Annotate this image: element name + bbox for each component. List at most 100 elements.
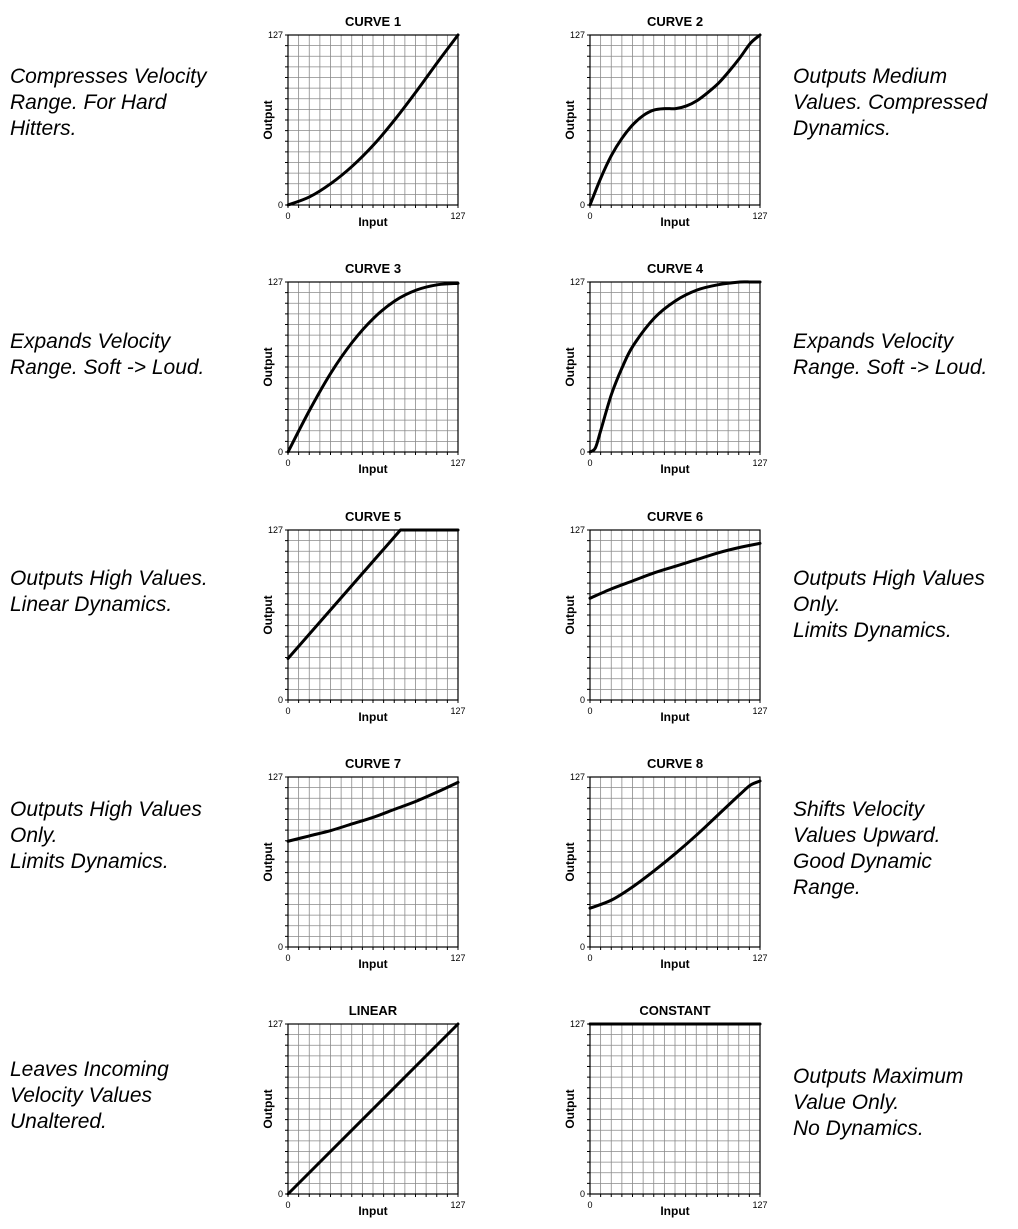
y-axis-label: Output — [261, 842, 275, 881]
chart-title: LINEAR — [349, 1003, 398, 1018]
description-line: Limits Dynamics. — [793, 619, 952, 642]
axis-ticks — [285, 776, 459, 950]
x-tick-label-max: 127 — [752, 706, 767, 716]
y-tick-label-max: 127 — [268, 525, 283, 535]
curve-description-2: Outputs Medium Values. Compressed Dynamics… — [793, 64, 1018, 142]
chart-1: CURVE 1 Input Output 127 00 127 — [261, 14, 466, 229]
chart-6: CURVE 6 Input Output 127 00 127 — [563, 509, 768, 724]
description-line: Velocity Values — [10, 1084, 153, 1107]
description-line: Range. Soft -> Loud. — [10, 356, 205, 379]
y-tick-label-max: 127 — [268, 772, 283, 782]
x-tick-label-max: 127 — [752, 211, 767, 221]
description-line: Good Dynamic — [793, 850, 932, 873]
y-axis-label: Output — [261, 595, 275, 634]
description-line: Only. — [10, 824, 58, 847]
y-tick-label-min: 0 — [580, 447, 585, 457]
velocity-curve-line — [588, 779, 762, 910]
description-line: Range. — [793, 876, 861, 899]
x-axis-label: Input — [358, 710, 387, 724]
curve-description-6: Outputs High Values Only. Limits Dynamics. — [793, 566, 1018, 644]
chart-title: CURVE 2 — [647, 14, 703, 29]
axis-ticks — [587, 776, 761, 950]
x-axis-label: Input — [660, 462, 689, 476]
gridlines — [590, 1024, 760, 1194]
x-tick-label-min: 0 — [285, 1200, 290, 1210]
chart-title: CURVE 5 — [345, 509, 401, 524]
curve-description-4: Expands Velocity Range. Soft -> Loud. — [793, 329, 1018, 381]
chart-7: CURVE 7 Input Output 127 00 127 — [261, 756, 466, 971]
y-tick-label-max: 127 — [268, 1019, 283, 1029]
description-line: Dynamics. — [793, 117, 892, 140]
y-tick-label-min: 0 — [580, 200, 585, 210]
y-axis-label: Output — [261, 347, 275, 386]
curve-description-8: Shifts Velocity Values Upward. Good Dynami… — [793, 797, 1018, 901]
x-tick-label-min: 0 — [285, 953, 290, 963]
velocity-curve-line — [588, 541, 762, 600]
chart-title: CURVE 4 — [647, 261, 704, 276]
description-line: Outputs High Values — [793, 567, 985, 590]
y-tick-label-max: 127 — [570, 772, 585, 782]
x-tick-label-min: 0 — [587, 211, 592, 221]
y-tick-label-min: 0 — [278, 447, 283, 457]
curve-description-10: Outputs Maximum Value Only. No Dynamics. — [793, 1064, 1018, 1142]
description-line: Expands Velocity — [793, 330, 954, 353]
y-tick-label-min: 0 — [580, 695, 585, 705]
y-tick-label-min: 0 — [278, 1189, 283, 1199]
x-axis-label: Input — [358, 957, 387, 971]
description-line: Leaves Incoming — [10, 1058, 169, 1081]
curve-description-9: Leaves Incoming Velocity Values Unaltered. — [10, 1057, 245, 1135]
y-tick-label-min: 0 — [580, 1189, 585, 1199]
x-tick-label-max: 127 — [450, 953, 465, 963]
axis-ticks — [587, 34, 761, 208]
gridlines — [590, 530, 760, 700]
description-line: Hitters. — [10, 117, 77, 140]
chart-5: CURVE 5 Input Output 127 00 127 — [261, 509, 466, 724]
chart-title: CURVE 6 — [647, 509, 703, 524]
y-tick-label-min: 0 — [580, 942, 585, 952]
description-line: Range. For Hard — [10, 91, 167, 114]
x-tick-label-min: 0 — [587, 1200, 592, 1210]
gridlines — [590, 35, 760, 205]
y-tick-label-min: 0 — [278, 695, 283, 705]
velocity-curve-line — [588, 280, 762, 454]
x-tick-label-max: 127 — [450, 458, 465, 468]
chart-title: CONSTANT — [639, 1003, 710, 1018]
curve-description-1: Compresses Velocity Range. For Hard Hitter… — [10, 64, 245, 142]
axis-ticks — [285, 281, 459, 455]
description-line: Value Only. — [793, 1091, 900, 1114]
description-line: Expands Velocity — [10, 330, 171, 353]
chart-title: CURVE 1 — [345, 14, 401, 29]
x-tick-label-max: 127 — [752, 953, 767, 963]
x-tick-label-min: 0 — [587, 953, 592, 963]
gridlines — [288, 282, 458, 452]
gridlines — [590, 282, 760, 452]
description-line: Only. — [793, 593, 841, 616]
x-axis-label: Input — [358, 215, 387, 229]
description-line: Outputs High Values. — [10, 567, 208, 590]
axis-ticks — [587, 1023, 761, 1197]
description-line: Outputs High Values — [10, 798, 202, 821]
curve-description-3: Expands Velocity Range. Soft -> Loud. — [10, 329, 245, 381]
y-axis-label: Output — [563, 1089, 577, 1128]
gridlines — [590, 777, 760, 947]
chart-4: CURVE 4 Input Output 127 00 127 — [563, 261, 768, 476]
velocity-curve-line — [588, 33, 762, 207]
description-line: Shifts Velocity — [793, 798, 925, 821]
velocity-curve-line — [286, 281, 460, 454]
gridlines — [288, 1024, 458, 1194]
description-line: Outputs Maximum — [793, 1065, 964, 1088]
y-tick-label-max: 127 — [570, 525, 585, 535]
x-tick-label-min: 0 — [285, 458, 290, 468]
x-tick-label-max: 127 — [450, 211, 465, 221]
x-axis-label: Input — [660, 1204, 689, 1218]
x-tick-label-min: 0 — [587, 458, 592, 468]
x-tick-label-max: 127 — [450, 706, 465, 716]
description-line: Range. Soft -> Loud. — [793, 356, 988, 379]
velocity-curve-line — [286, 528, 460, 660]
axis-ticks — [285, 1023, 459, 1197]
axis-ticks — [285, 529, 459, 703]
velocity-curve-line — [286, 780, 460, 843]
chart-title: CURVE 8 — [647, 756, 703, 771]
axis-ticks — [285, 34, 459, 208]
gridlines — [288, 777, 458, 947]
